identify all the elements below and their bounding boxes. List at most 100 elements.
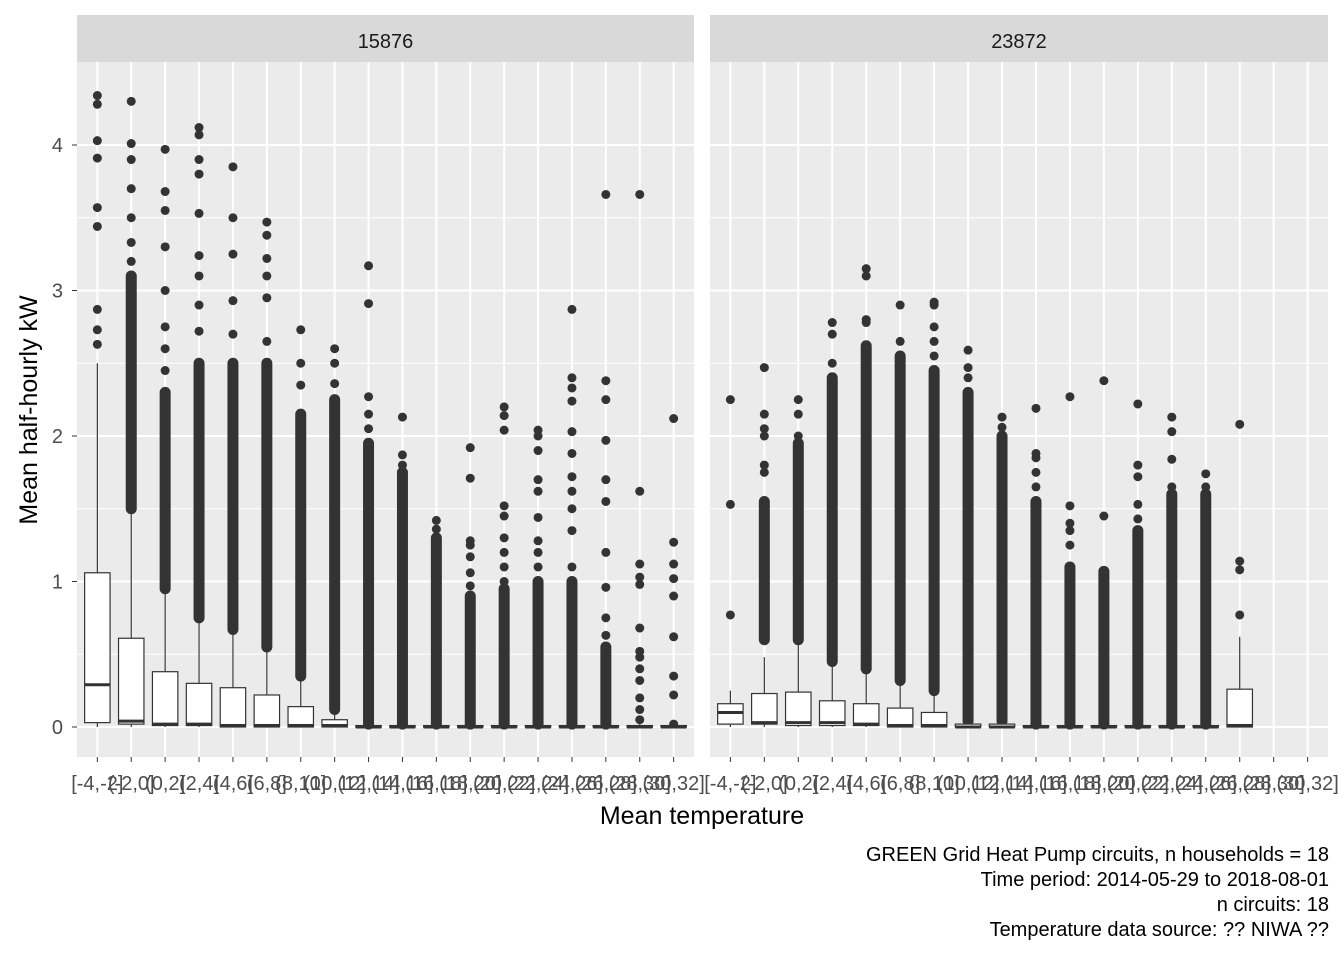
outlier-point xyxy=(499,547,509,557)
caption-circuits: n circuits: 18 xyxy=(1216,894,1329,916)
outlier-point xyxy=(364,299,374,309)
x-tick-label: (12,14] xyxy=(337,773,399,795)
box-(8,10] xyxy=(287,325,315,728)
outlier-point xyxy=(793,395,803,405)
caption-time-period: Time period: 2014-05-29 to 2018-08-01 xyxy=(980,869,1329,891)
outlier-point xyxy=(533,547,543,557)
outlier-point xyxy=(160,286,170,295)
outlier-point xyxy=(296,380,306,390)
outlier-point xyxy=(601,630,611,640)
box-body xyxy=(84,572,111,724)
box-body xyxy=(287,706,315,728)
outlier-point xyxy=(92,325,102,335)
outlier-point xyxy=(759,460,769,470)
outlier-point xyxy=(861,315,871,325)
outlier-point xyxy=(126,256,136,266)
x-tick-label: (6,8] xyxy=(880,773,920,795)
outlier-point xyxy=(126,96,136,106)
outlier-point xyxy=(499,402,509,412)
outlier-point xyxy=(1235,610,1245,620)
y-axis-title: Mean half-hourly kW xyxy=(15,295,43,525)
outlier-point xyxy=(92,99,102,109)
y-tick-label: 0 xyxy=(52,717,63,739)
box-(6,8] xyxy=(886,300,914,728)
outlier-point xyxy=(1133,499,1143,509)
x-tick-label: (4,6] xyxy=(213,773,253,795)
outlier-point xyxy=(1133,472,1143,482)
outlier-point xyxy=(533,486,543,496)
outlier-point xyxy=(895,300,905,310)
outlier-point xyxy=(431,515,441,525)
outlier-point xyxy=(228,296,238,306)
box-(24,26] xyxy=(1192,469,1220,730)
box-body xyxy=(117,637,145,725)
outlier-point xyxy=(160,366,170,376)
outlier-point xyxy=(533,475,543,485)
x-tick-label: (2,4] xyxy=(812,773,852,795)
box-body xyxy=(750,692,778,725)
outlier-point xyxy=(759,467,769,477)
outlier-point xyxy=(160,322,170,332)
outlier-point xyxy=(601,376,611,386)
outlier-point xyxy=(567,504,577,514)
outlier-point xyxy=(262,230,272,240)
outlier-point xyxy=(669,671,679,681)
outlier-point xyxy=(92,304,102,314)
outlier-point xyxy=(601,475,611,485)
outlier-point xyxy=(669,414,679,424)
outlier-point xyxy=(262,217,272,227)
outlier-point xyxy=(567,562,577,572)
outlier-point xyxy=(669,559,679,569)
outlier-point xyxy=(725,499,735,509)
outlier-point xyxy=(92,153,102,163)
outlier-point xyxy=(669,690,679,700)
outlier-point xyxy=(1065,518,1075,528)
x-tick-label: (20,22] xyxy=(1107,773,1169,795)
outlier-point xyxy=(126,213,136,223)
x-tick-label: (2,4] xyxy=(179,773,219,795)
outlier-point xyxy=(1201,482,1211,492)
outlier-point xyxy=(499,533,509,543)
outlier-point xyxy=(1167,454,1177,464)
x-tick-label: (10,12] xyxy=(304,773,366,795)
outlier-point xyxy=(194,208,204,218)
x-tick-label: (28,30] xyxy=(609,773,671,795)
outlier-point xyxy=(567,472,577,482)
outlier-point xyxy=(861,264,871,274)
outlier-point xyxy=(567,383,577,393)
x-tick-label: (8,10] xyxy=(275,773,326,795)
outlier-point xyxy=(1065,526,1075,536)
outlier-point xyxy=(160,144,170,154)
x-tick-label: (18,20] xyxy=(1073,773,1135,795)
outlier-point xyxy=(827,329,837,339)
outlier-point xyxy=(997,412,1007,422)
box-(18,20] xyxy=(1090,376,1118,730)
x-tick-label: (30,32] xyxy=(1276,773,1338,795)
outlier-point xyxy=(601,395,611,405)
box-(20,22] xyxy=(490,402,518,730)
outlier-point xyxy=(465,473,475,483)
outlier-point xyxy=(929,336,939,346)
x-tick-label: (-2,0] xyxy=(108,773,155,795)
outlier-point xyxy=(160,242,170,252)
box-[-4,-2] xyxy=(717,395,744,727)
outlier-point xyxy=(499,577,509,586)
box-(2,4] xyxy=(185,123,213,727)
x-tick-label: (16,18] xyxy=(405,773,467,795)
outlier-point xyxy=(1235,556,1245,566)
outlier-point xyxy=(92,136,102,146)
outlier-point xyxy=(635,646,645,656)
outlier-point xyxy=(567,373,577,383)
outlier-point xyxy=(228,213,238,223)
outlier-point xyxy=(635,572,645,582)
box-(4,6] xyxy=(219,162,247,728)
outlier-point xyxy=(635,486,645,496)
outlier-point xyxy=(635,623,645,633)
outlier-point xyxy=(533,512,543,522)
outlier-point xyxy=(669,537,679,547)
box-(16,18] xyxy=(1056,392,1084,730)
outlier-point xyxy=(194,251,204,261)
x-tick-label: (16,18] xyxy=(1039,773,1101,795)
outlier-point xyxy=(1099,376,1109,386)
outlier-point xyxy=(330,379,340,389)
